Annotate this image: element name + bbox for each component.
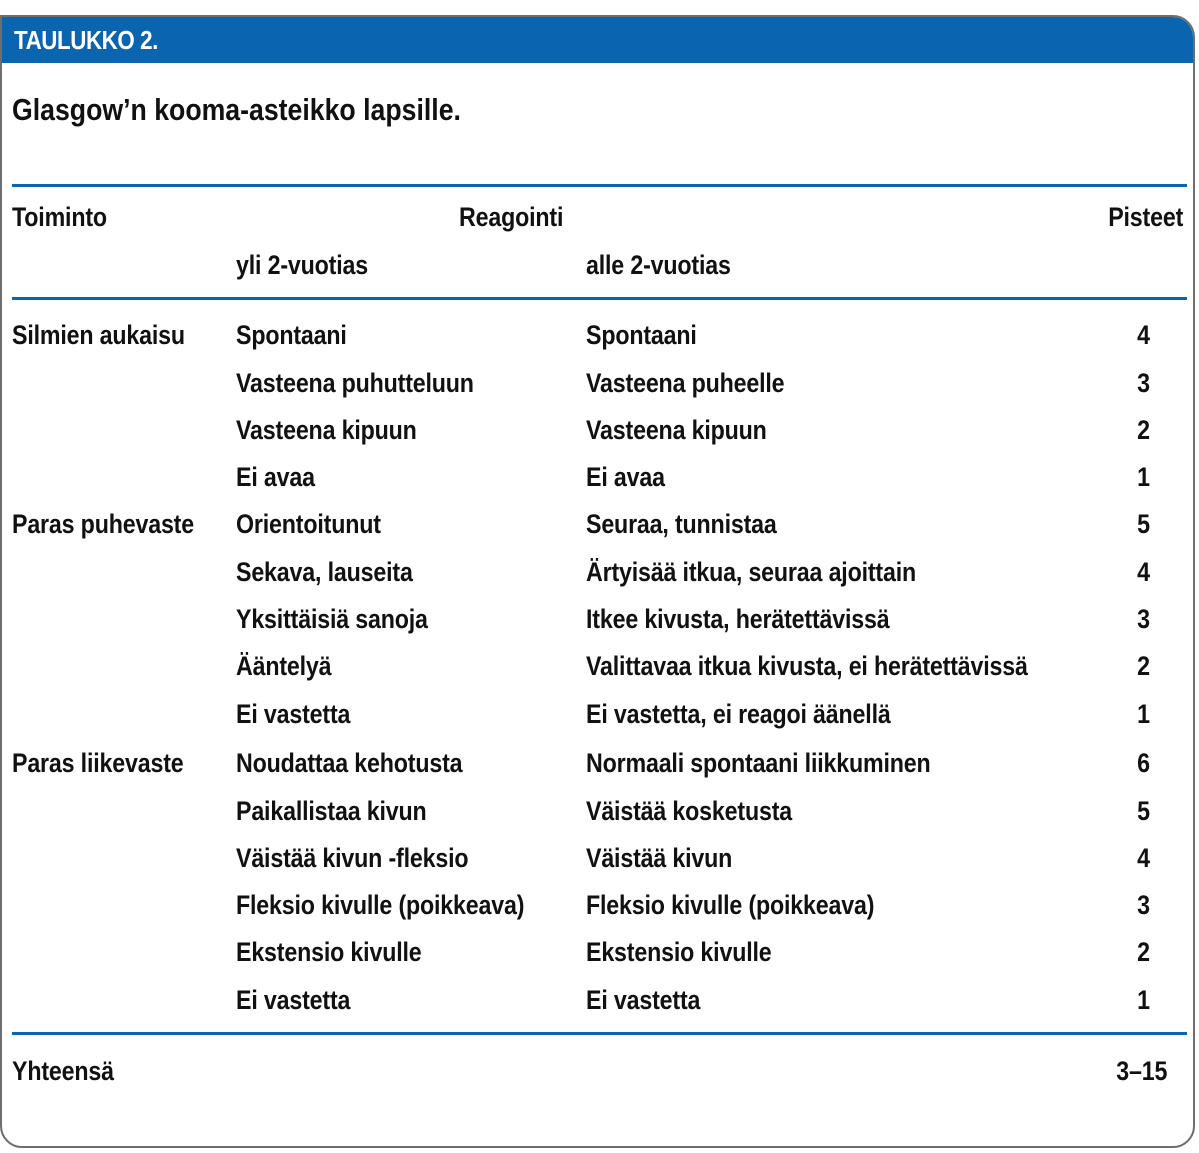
cell-under2: Ekstensio kivulle	[586, 937, 772, 967]
cell-points: 2	[1137, 651, 1150, 681]
cell-over2: Ei vastetta	[236, 985, 351, 1015]
cell-under2: Väistää kosketusta	[586, 796, 793, 826]
cell-under2: Ei vastetta, ei reagoi äänellä	[586, 699, 891, 729]
cell-under2: Valittavaa itkua kivusta, ei herätettävi…	[586, 651, 1028, 681]
cell-over2: Vasteena kipuun	[236, 415, 417, 445]
cell-over2: Ekstensio kivulle	[236, 937, 422, 967]
cell-points: 2	[1137, 415, 1150, 445]
cell-under2: Ärtyisää itkua, seuraa ajoittain	[586, 557, 917, 587]
cell-over2: Vasteena puhutteluun	[236, 368, 474, 398]
cell-over2: Spontaani	[236, 320, 347, 350]
cell-over2: Fleksio kivulle (poikkeava)	[236, 890, 525, 920]
header-rule	[12, 297, 1187, 300]
cell-over2: Sekava, lauseita	[236, 557, 413, 587]
top-rule	[12, 184, 1187, 187]
cell-points: 4	[1137, 320, 1150, 350]
cell-under2: Vasteena puheelle	[586, 368, 785, 398]
total-label: Yhteensä	[12, 1056, 114, 1086]
table-label: TAULUKKO 2.	[14, 25, 158, 55]
column-header-under2: alle 2-vuotias	[586, 250, 731, 280]
cell-points: 3	[1137, 368, 1150, 398]
column-header-response: Reagointi	[459, 202, 564, 232]
column-header-function: Toiminto	[12, 202, 107, 232]
cell-under2: Vasteena kipuun	[586, 415, 767, 445]
cell-function: Silmien aukaisu	[12, 320, 185, 350]
cell-under2: Itkee kivusta, herätettävissä	[586, 604, 890, 634]
cell-under2: Väistää kivun	[586, 843, 733, 873]
cell-over2: Paikallistaa kivun	[236, 796, 427, 826]
cell-over2: Yksittäisiä sanoja	[236, 604, 428, 634]
cell-over2: Orientoitunut	[236, 509, 381, 539]
cell-points: 1	[1137, 699, 1150, 729]
cell-under2: Ei vastetta	[586, 985, 701, 1015]
cell-points: 6	[1137, 748, 1150, 778]
cell-points: 4	[1137, 557, 1150, 587]
cell-points: 5	[1137, 796, 1150, 826]
cell-points: 3	[1137, 604, 1150, 634]
cell-points: 1	[1137, 985, 1150, 1015]
cell-over2: Ääntelyä	[236, 651, 332, 681]
total-value: 3–15	[1116, 1056, 1167, 1086]
cell-over2: Ei avaa	[236, 462, 315, 492]
cell-under2: Fleksio kivulle (poikkeava)	[586, 890, 875, 920]
cell-points: 5	[1137, 509, 1150, 539]
cell-function: Paras liikevaste	[12, 748, 184, 778]
column-header-over2: yli 2-vuotias	[236, 250, 368, 280]
cell-over2: Noudattaa kehotusta	[236, 748, 463, 778]
cell-under2: Normaali spontaani liikkuminen	[586, 748, 931, 778]
table-frame: TAULUKKO 2.	[0, 15, 1195, 1148]
cell-under2: Ei avaa	[586, 462, 665, 492]
column-header-points: Pisteet	[1108, 202, 1183, 232]
cell-points: 4	[1137, 843, 1150, 873]
cell-points: 3	[1137, 890, 1150, 920]
cell-function: Paras puhevaste	[12, 509, 194, 539]
table-header-bar: TAULUKKO 2.	[2, 17, 1193, 63]
cell-points: 2	[1137, 937, 1150, 967]
cell-points: 1	[1137, 462, 1150, 492]
table-title: Glasgow’n kooma-asteikko lapsille.	[12, 92, 461, 127]
bottom-rule	[12, 1032, 1187, 1035]
cell-over2: Ei vastetta	[236, 699, 351, 729]
cell-under2: Spontaani	[586, 320, 697, 350]
cell-under2: Seuraa, tunnistaa	[586, 509, 777, 539]
cell-over2: Väistää kivun -fleksio	[236, 843, 469, 873]
